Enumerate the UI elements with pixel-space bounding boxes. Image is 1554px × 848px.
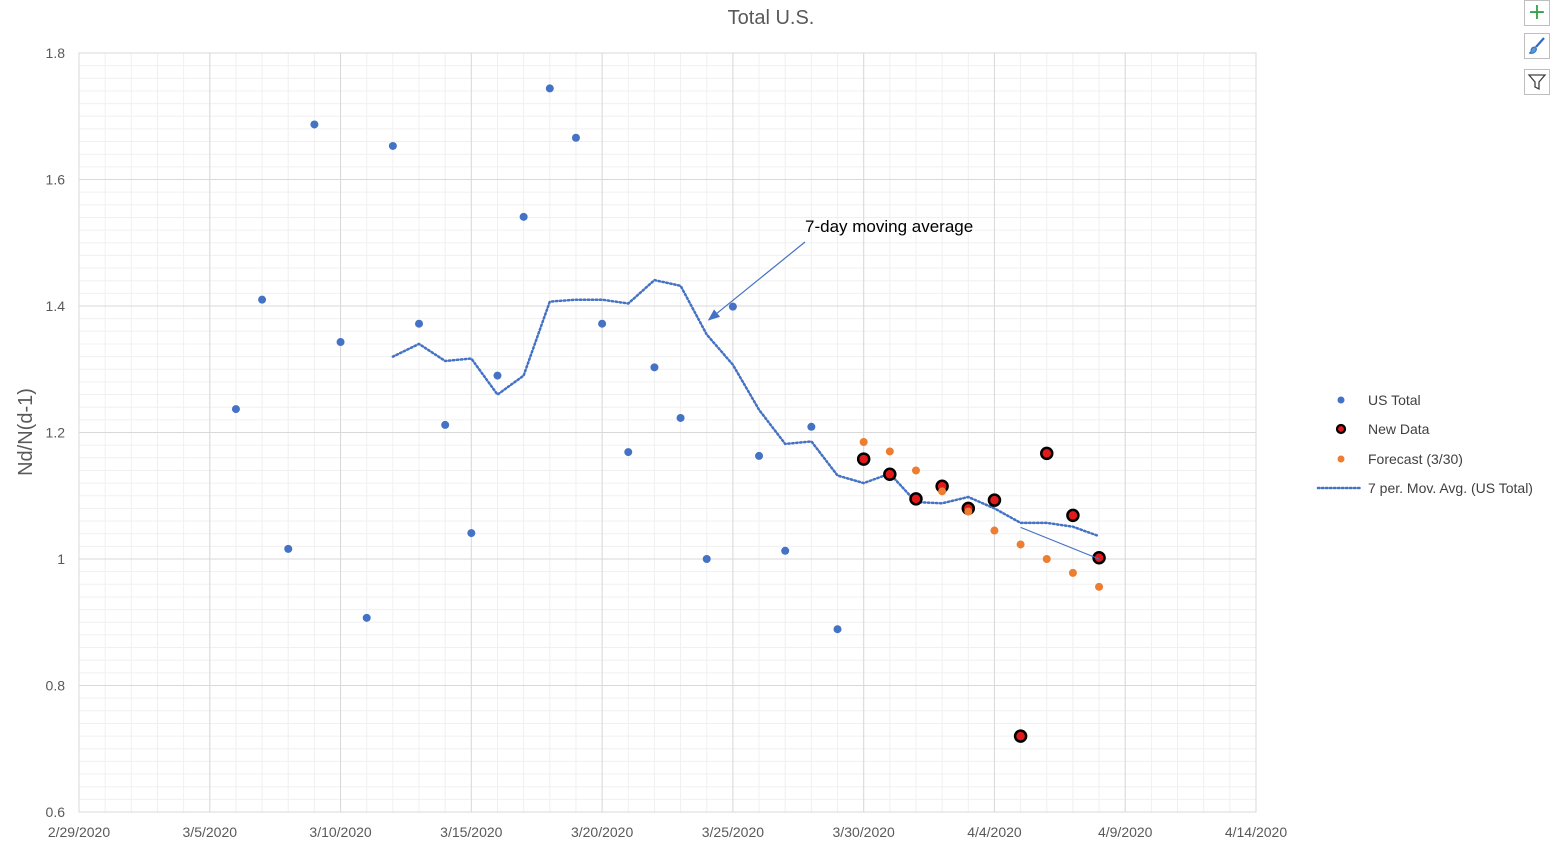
new-data-point — [856, 452, 871, 466]
us-total-point — [571, 133, 580, 142]
forecast-3-30-point — [1016, 540, 1025, 549]
x-tick-label: 2/29/2020 — [48, 824, 110, 840]
us-total-point — [833, 625, 842, 634]
forecast-3-30-point — [938, 487, 947, 496]
annotation-text: 7-day moving average — [805, 217, 973, 236]
trend-annotation-line — [1020, 526, 1100, 560]
us-total-point — [415, 319, 424, 328]
chart-title[interactable]: Total U.S. — [728, 7, 815, 29]
legend-swatch-forecast-3-30 — [1337, 455, 1345, 463]
us-total-point — [362, 613, 371, 622]
annotation-layer: 7-day moving average — [707, 217, 1100, 560]
y-tick-label: 1.8 — [46, 45, 66, 61]
y-tick-label: 0.6 — [46, 804, 66, 820]
legend-label-7-per-mov-avg-us-total: 7 per. Mov. Avg. (US Total) — [1368, 480, 1533, 496]
us-total-point — [755, 451, 764, 460]
new-data-point — [1066, 508, 1080, 523]
x-tick-label: 3/10/2020 — [309, 824, 371, 840]
new-data-point — [883, 467, 897, 481]
y-axis-label[interactable]: Nd/N(d-1) — [15, 388, 37, 476]
x-tick-label: 3/30/2020 — [833, 824, 895, 840]
us-total-point — [493, 371, 502, 380]
us-total-point — [807, 422, 816, 431]
us-total-point — [336, 338, 345, 347]
us-total-point — [388, 141, 397, 150]
annotation-arrow — [707, 241, 806, 321]
new-data-point — [1092, 550, 1106, 565]
legend-swatch-new-data — [1335, 423, 1347, 435]
forecast-3-30-point — [1095, 582, 1104, 591]
forecast-3-30-point — [1042, 555, 1051, 563]
us-total-point — [231, 405, 240, 414]
x-axis-tick-labels: 2/29/2020 3/5/2020 3/10/2020 3/15/2020 3/20/… — [48, 824, 1287, 840]
us-total-point — [676, 413, 685, 422]
us-total-point — [728, 302, 737, 311]
forecast-3-30-point — [859, 437, 868, 446]
us-total-point — [781, 546, 790, 555]
x-tick-label: 3/20/2020 — [571, 824, 633, 840]
y-tick-label: 1.6 — [46, 172, 66, 188]
series-layer — [231, 84, 1106, 743]
y-tick-label: 1 — [57, 551, 65, 567]
us-total-point — [598, 319, 607, 328]
legend-label-us-total: US Total — [1368, 392, 1421, 408]
us-total-point — [310, 120, 319, 129]
legend-label-forecast-3-30: Forecast (3/30) — [1368, 451, 1463, 467]
forecast-3-30-point — [964, 507, 973, 516]
chart-styles-button[interactable] — [1524, 33, 1550, 59]
legend-swatch-us-total — [1337, 396, 1345, 404]
x-tick-label: 3/25/2020 — [702, 824, 764, 840]
moving-average-line — [391, 278, 1101, 538]
legend-label-new-data: New Data — [1368, 421, 1430, 437]
us-total-point — [624, 448, 633, 457]
filter-icon — [1527, 74, 1547, 91]
forecast-3-30-point — [1068, 568, 1077, 577]
new-data-point — [1013, 729, 1028, 743]
new-data-point — [1040, 446, 1054, 461]
x-tick-label: 4/4/2020 — [967, 824, 1022, 840]
us-total-point — [441, 420, 450, 429]
y-tick-label: 1.4 — [46, 298, 66, 314]
forecast-3-30-point — [911, 466, 920, 475]
us-total-point — [467, 529, 476, 538]
x-tick-label: 4/9/2020 — [1098, 824, 1153, 840]
us-total-point — [519, 212, 528, 221]
x-tick-label: 4/14/2020 — [1225, 824, 1287, 840]
chart-elements-button[interactable]: + — [1524, 0, 1550, 26]
chart-filters-button[interactable] — [1524, 69, 1550, 95]
x-tick-label: 3/15/2020 — [440, 824, 502, 840]
y-tick-label: 0.8 — [46, 678, 66, 694]
new-data-point — [987, 493, 1002, 507]
plot-area[interactable] — [78, 52, 1257, 813]
plus-icon: + — [1527, 0, 1547, 25]
us-total-point — [258, 295, 267, 304]
new-data-point — [909, 492, 923, 506]
forecast-3-30-point — [990, 526, 999, 535]
forecast-3-30-point — [885, 447, 894, 456]
y-axis-tick-labels: 0.6 0.8 1 1.2 1.4 1.6 1.8 — [46, 45, 66, 820]
y-tick-label: 1.2 — [46, 425, 66, 441]
us-total-point — [284, 544, 293, 553]
brush-icon — [1528, 37, 1545, 54]
legend[interactable]: US Total New Data Forecast (3/30) 7 per. Mo… — [1316, 392, 1533, 496]
us-total-point — [702, 555, 711, 563]
us-total-point — [650, 363, 659, 372]
x-tick-label: 3/5/2020 — [183, 824, 238, 840]
us-total-point — [545, 84, 554, 93]
